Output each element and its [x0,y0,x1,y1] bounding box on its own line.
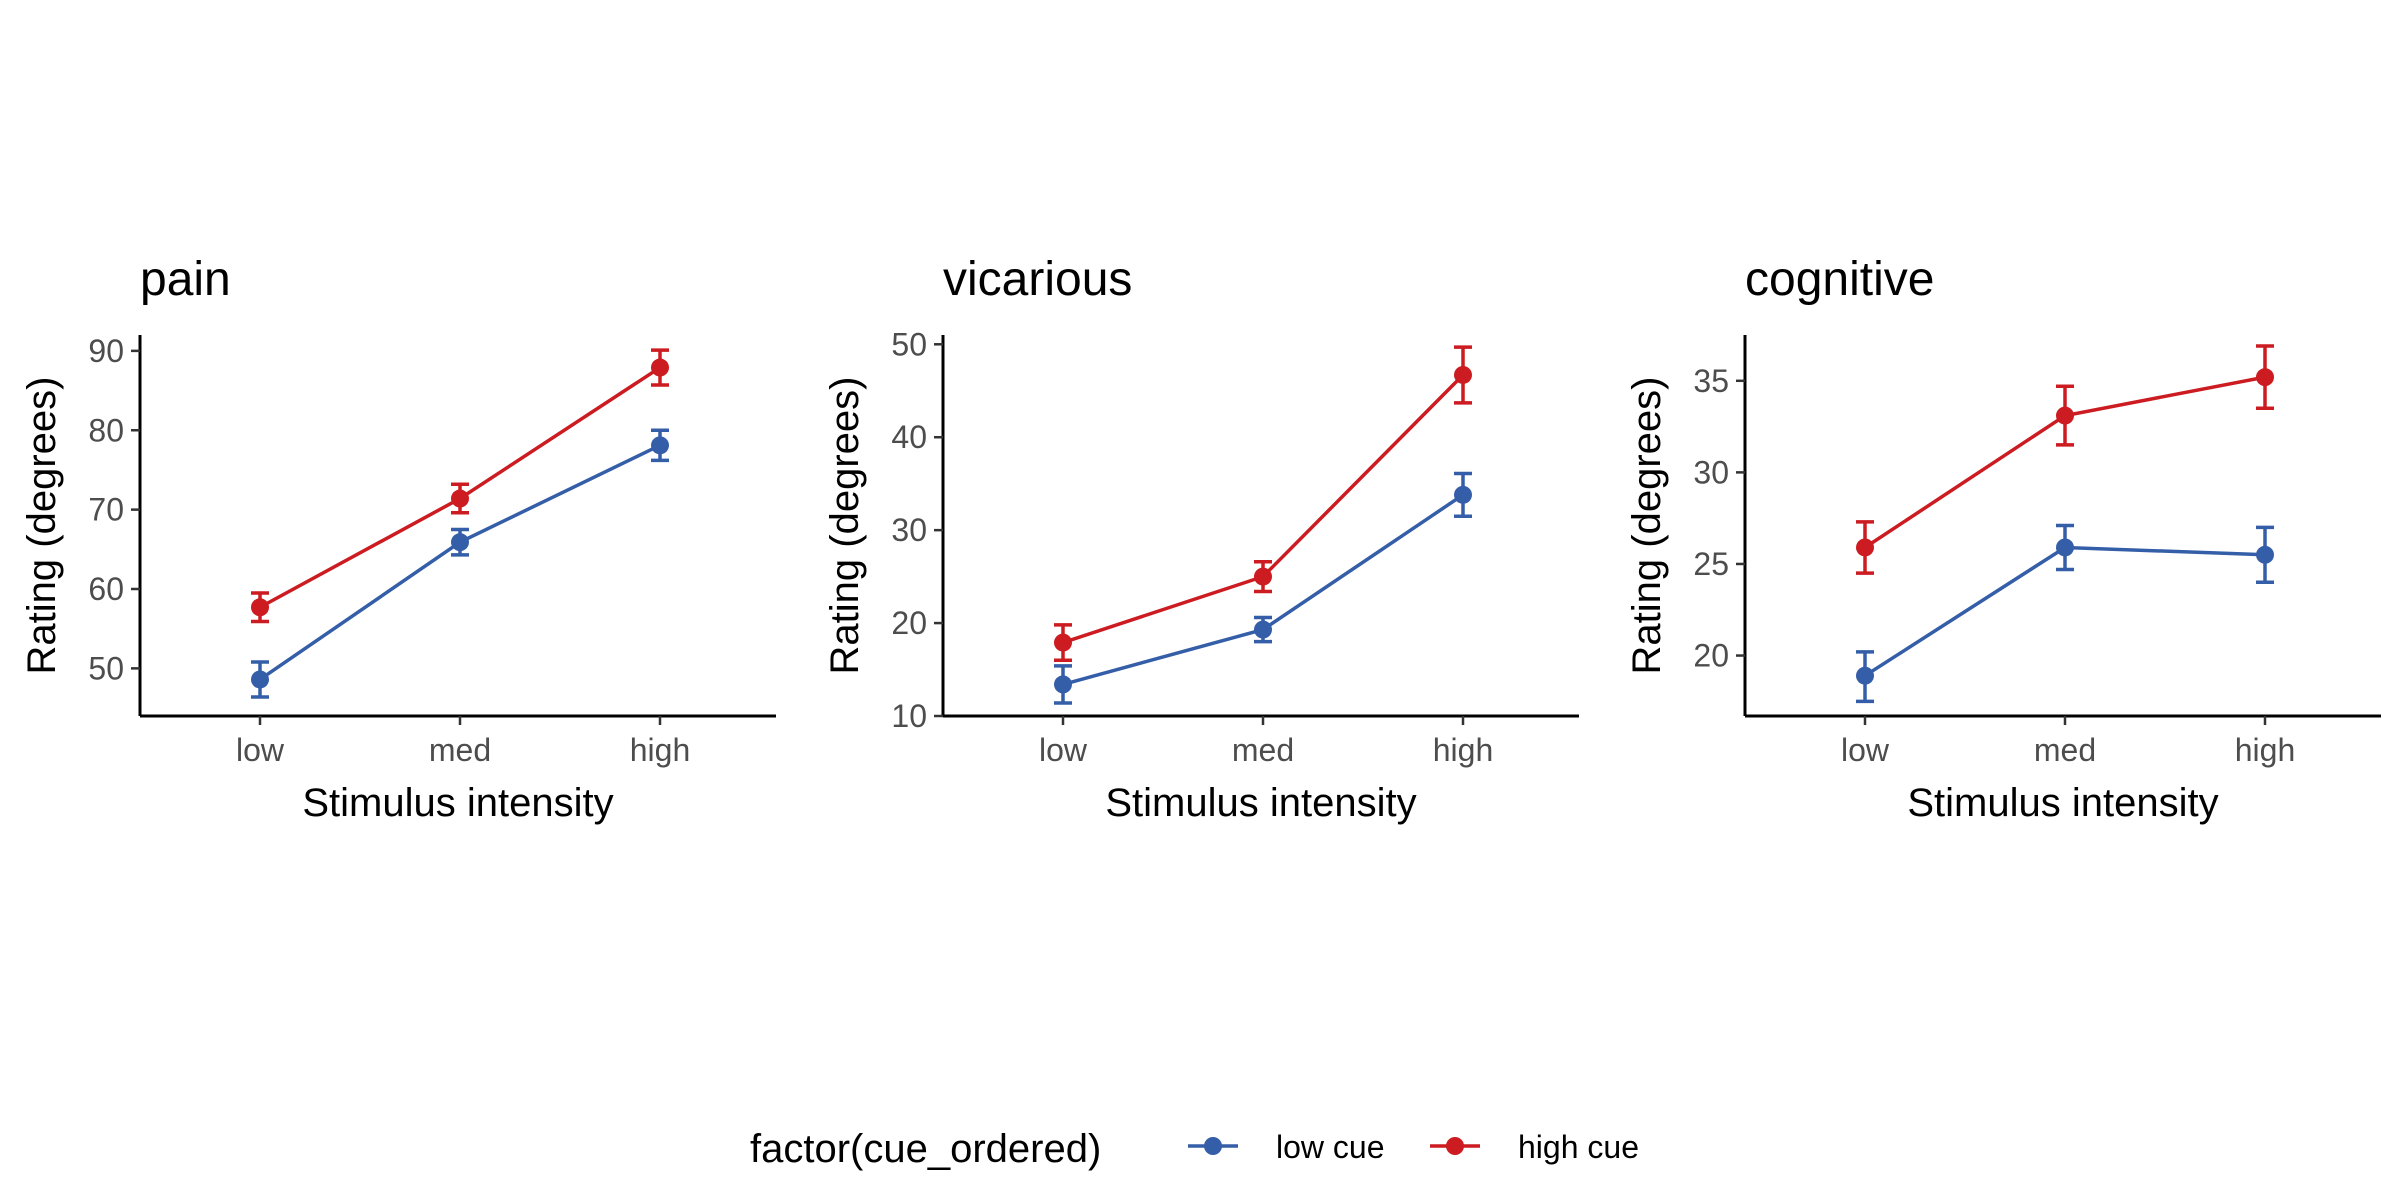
series-low-cue [1856,523,2274,704]
legend-title: factor(cue_ordered) [750,1127,1101,1171]
data-point [1454,365,1472,384]
series-line [259,443,661,681]
series-line [1062,373,1465,645]
y-tick-label: 10 [891,698,927,734]
y-tick-label: 90 [88,333,124,369]
y-tick-label: 70 [88,492,124,528]
x-tick-label: low [1039,732,1088,768]
y-tick-label: 20 [1693,638,1729,674]
data-point [1254,620,1272,639]
panel-pain: pain 50 60 70 80 90 low med high Stimulus intensi… [20,253,776,825]
data-point [651,358,669,377]
panel-title: cognitive [1745,253,1934,306]
y-tick-label: 35 [1693,363,1729,399]
legend-items: low cue high cue [1188,1129,1639,1165]
y-axis-title: Rating (degrees) [823,377,867,675]
data-point [251,598,269,617]
y-tick-label: 80 [88,412,124,448]
x-tick-label: med [2034,732,2096,768]
series-high-cue [1856,344,2274,575]
y-tick-label: 25 [1693,546,1729,582]
data-point [1454,485,1472,504]
y-axis-title: Rating (degrees) [1625,377,1669,675]
data-point [2056,538,2074,557]
data-point [451,533,469,552]
legend: factor(cue_ordered) low cue high cue [750,1127,1639,1171]
y-tick-label: 60 [88,571,124,607]
x-tick-label: low [1841,732,1890,768]
data-point [2056,406,2074,425]
x-tick-label: med [429,732,491,768]
series-high-cue [251,348,669,624]
x-axis-title: Stimulus intensity [1105,781,1416,825]
data-point [1254,567,1272,586]
x-tick-label: high [2235,732,2296,768]
legend-key-point [1204,1137,1222,1155]
data-point [1054,675,1072,694]
panels: pain 50 60 70 80 90 low med high Stimulus intensi… [20,253,2381,825]
y-tick-label: 40 [891,419,927,455]
y-tick-label: 30 [891,512,927,548]
y-axis-title: Rating (degrees) [20,377,64,675]
legend-label: low cue [1276,1129,1385,1165]
panel-vicarious: vicarious 10 20 30 40 50 low med high Stimulus in… [823,253,1579,825]
data-point [2256,545,2274,564]
legend-label: high cue [1518,1129,1639,1165]
x-axis-title: Stimulus intensity [1907,781,2218,825]
y-tick-label: 50 [88,650,124,686]
data-point [651,436,669,455]
legend-item-low-cue: low cue [1188,1129,1385,1165]
legend-key-point [1446,1137,1464,1155]
x-tick-label: high [630,732,691,768]
y-tick-label: 20 [891,605,927,641]
series-low-cue [251,428,669,699]
data-point [1856,666,1874,685]
x-tick-label: med [1232,732,1294,768]
legend-item-high-cue: high cue [1430,1129,1639,1165]
x-axis-title: Stimulus intensity [302,781,613,825]
series-high-cue [1054,345,1472,662]
panel-cognitive: cognitive 20 25 30 35 low med high Stimulus inte… [1625,253,2381,825]
y-tick-label: 30 [1693,454,1729,490]
data-point [2256,368,2274,387]
y-tick-label: 50 [891,326,927,362]
series-low-cue [1054,471,1472,705]
data-point [1054,633,1072,652]
data-point [251,670,269,689]
data-point [1856,538,1874,557]
data-point [451,489,469,508]
x-tick-label: low [236,732,285,768]
panel-title: pain [140,253,231,306]
panel-title: vicarious [943,253,1132,306]
x-tick-label: high [1433,732,1494,768]
